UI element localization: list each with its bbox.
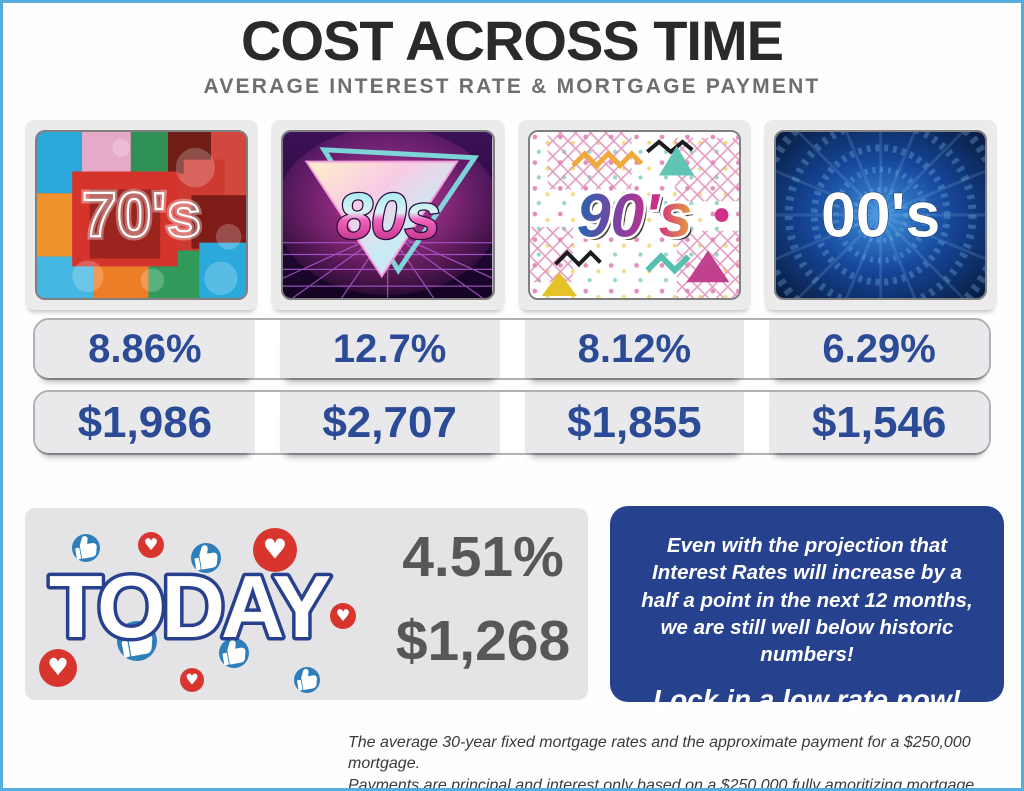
heart-icon xyxy=(180,668,204,692)
row-gap xyxy=(254,320,280,378)
decade-00s-image: 00's xyxy=(773,130,987,300)
row-gap xyxy=(744,392,770,453)
rate-70s: 8.86% xyxy=(35,320,255,378)
page-subtitle: AVERAGE INTEREST RATE & MORTGAGE PAYMENT xyxy=(203,75,821,98)
row-gap xyxy=(499,392,525,453)
row-gap xyxy=(254,392,280,453)
rate-00s: 6.29% xyxy=(769,320,989,378)
footnote-line-1: The average 30-year fixed mortgage rates… xyxy=(348,734,971,773)
today-rate: 4.51% xyxy=(402,525,564,589)
row-gap xyxy=(744,320,770,378)
payment-row: $1,986 $2,707 $1,855 $1,546 xyxy=(33,390,991,455)
decade-90s-art: 90's 90's xyxy=(529,132,739,298)
today-payment: $1,268 xyxy=(395,609,571,673)
decade-70s-label: 70's xyxy=(82,180,201,250)
bokeh-circles xyxy=(72,138,242,296)
decade-card-00s: 00's xyxy=(763,120,997,310)
thumbs-up-icon xyxy=(294,667,320,693)
decade-00s-art: 00's xyxy=(775,132,985,298)
today-label: TODAY xyxy=(49,557,331,656)
info-box: Even with the projection that Interest R… xyxy=(610,506,1004,715)
info-cta: Lock in a low rate now! xyxy=(652,684,962,716)
heart-icon xyxy=(330,603,356,629)
payment-80s: $2,707 xyxy=(279,392,500,453)
today-art: ♥ TODAY xyxy=(39,528,356,693)
footnote-line-2: Payments are principal and interest only… xyxy=(348,776,979,791)
row-gap xyxy=(499,320,525,378)
tunnel-rays xyxy=(775,132,985,298)
decade-00s-label: 00's xyxy=(821,180,940,250)
decade-70s-label-glow: 70's xyxy=(82,180,201,250)
decade-90s-label: 90's xyxy=(576,181,692,249)
decade-80s-image: 80s xyxy=(281,130,495,300)
decade-cards-row: 70's 70's xyxy=(25,120,997,310)
decade-90s-image: 90's 90's xyxy=(527,130,741,300)
decade-card-90s: 90's 90's xyxy=(517,120,751,310)
decade-70s-art: 70's 70's xyxy=(37,132,247,298)
decade-90s-label-shadow: 90's xyxy=(579,184,695,252)
payment-90s: $1,855 xyxy=(524,392,745,453)
header: COST ACROSS TIME AVERAGE INTEREST RATE &… xyxy=(3,13,1021,99)
digital-rings xyxy=(775,132,985,298)
today-panel: ♥ TODAY 4.51% $1,2 xyxy=(25,508,588,700)
decade-70s-image: 70's 70's xyxy=(35,130,249,300)
payment-70s: $1,986 xyxy=(35,392,255,453)
heart-icon xyxy=(138,532,164,558)
footnote: The average 30-year fixed mortgage rates… xyxy=(348,732,1005,791)
page-title: COST ACROSS TIME xyxy=(241,9,784,72)
payment-00s: $1,546 xyxy=(769,392,989,453)
decade-card-80s: 80s xyxy=(271,120,505,310)
rate-90s: 8.12% xyxy=(524,320,745,378)
decade-80s-label: 80s xyxy=(337,179,439,252)
interest-rate-row: 8.86% 12.7% 8.12% 6.29% xyxy=(33,318,991,380)
decade-80s-art: 80s xyxy=(283,132,493,298)
decade-card-70s: 70's 70's xyxy=(25,120,259,310)
info-paragraph: Even with the projection that Interest R… xyxy=(641,534,973,666)
rate-80s: 12.7% xyxy=(279,320,500,378)
